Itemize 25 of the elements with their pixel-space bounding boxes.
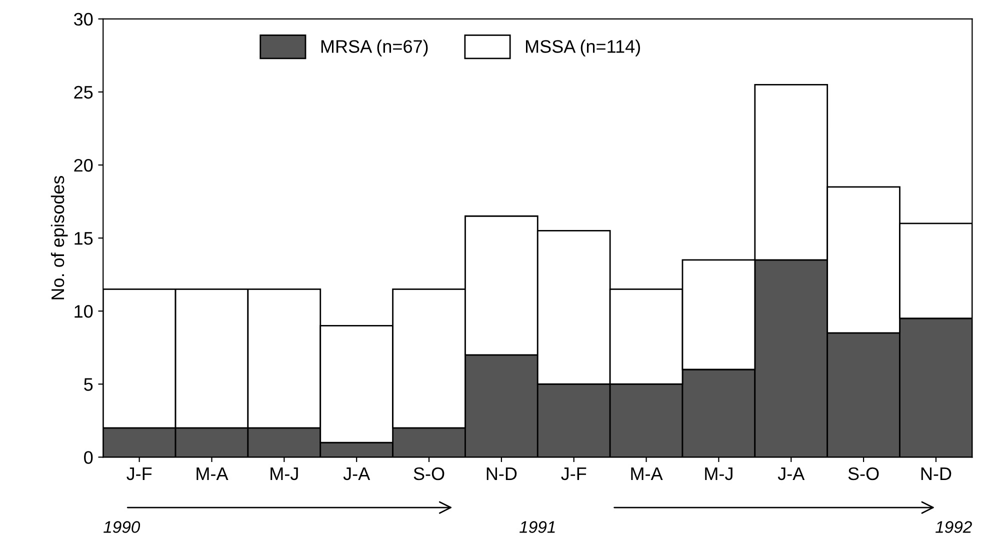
y-tick-label: 30 bbox=[74, 12, 93, 26]
legend-label: MRSA (n=67) bbox=[321, 40, 428, 56]
x-tick-label: S-O bbox=[848, 467, 879, 480]
y-axis-title: No. of episodes bbox=[50, 176, 68, 300]
x-tick-label: M-A bbox=[631, 468, 663, 480]
text: 1991 bbox=[520, 521, 555, 533]
text: 1992 bbox=[936, 521, 972, 533]
x-tick-label: M-J bbox=[705, 468, 732, 480]
x-tick-label: N-D bbox=[486, 468, 517, 480]
y-tick-label: 15 bbox=[74, 232, 93, 245]
y-tick-label: 10 bbox=[74, 305, 93, 318]
x-tick-label: M-J bbox=[270, 468, 298, 480]
x-tick-label: J-A bbox=[778, 468, 805, 480]
x-tick-label: J-F bbox=[561, 468, 586, 480]
text: 1990 bbox=[104, 521, 140, 533]
y-tick-label: 20 bbox=[74, 158, 93, 172]
x-tick-label: M-A bbox=[196, 468, 228, 480]
x-tick-label: S-O bbox=[414, 467, 444, 480]
y-tick-label: 0 bbox=[84, 451, 93, 464]
legend-label: MSSA (n=114) bbox=[526, 40, 640, 56]
y-tick-label: 5 bbox=[84, 378, 93, 391]
x-tick-label: J-F bbox=[126, 468, 152, 480]
x-tick-label: J-A bbox=[343, 468, 370, 480]
x-tick-label: N-D bbox=[921, 468, 952, 480]
y-tick-label: 25 bbox=[74, 86, 93, 99]
